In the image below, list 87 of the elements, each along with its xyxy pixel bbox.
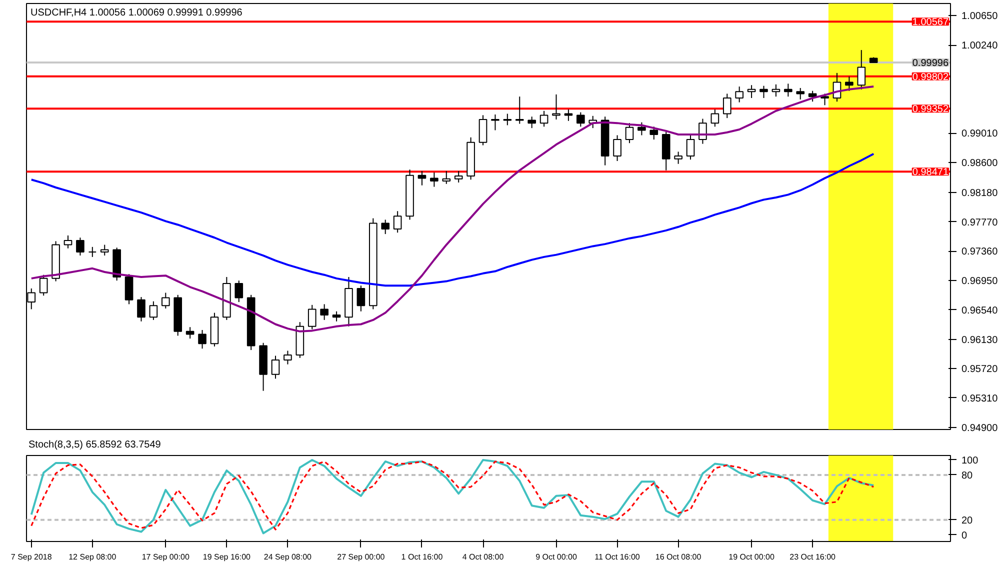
candlestick bbox=[76, 237, 84, 256]
ref-line-label: 1.00567 bbox=[912, 17, 949, 28]
candlestick bbox=[820, 93, 829, 106]
candlestick bbox=[478, 114, 488, 146]
candlestick bbox=[808, 90, 817, 102]
candlestick bbox=[845, 76, 854, 92]
candlestick bbox=[381, 219, 390, 235]
candlestick bbox=[284, 350, 292, 365]
candlestick bbox=[454, 170, 463, 183]
x-tick-label: 7 Sep 2018 bbox=[10, 552, 52, 562]
y-tick-label: 0.97360 bbox=[962, 246, 998, 258]
candlestick bbox=[430, 172, 438, 188]
candlestick bbox=[320, 304, 328, 320]
ref-line-label: 0.99352 bbox=[912, 104, 949, 116]
candlestick bbox=[784, 83, 792, 98]
candlestick bbox=[638, 122, 646, 136]
candlestick bbox=[735, 86, 744, 103]
candlestick bbox=[613, 134, 622, 162]
x-tick-label: 12 Sep 08:00 bbox=[68, 552, 117, 562]
candlestick bbox=[540, 110, 548, 128]
candlestick bbox=[747, 84, 756, 99]
candlestick bbox=[64, 234, 72, 249]
candlestick bbox=[186, 326, 194, 340]
candlestick bbox=[528, 116, 536, 129]
candlestick bbox=[710, 108, 720, 128]
x-tick-label: 23 Oct 16:00 bbox=[790, 552, 836, 562]
candlestick bbox=[674, 151, 682, 164]
candlestick bbox=[124, 274, 134, 305]
y-tick-label: 0.96950 bbox=[962, 276, 998, 288]
y-tick-label: 0.97770 bbox=[962, 217, 998, 228]
candlestick bbox=[650, 126, 658, 140]
line-series bbox=[30, 152, 875, 287]
candlestick bbox=[393, 210, 402, 234]
candlestick bbox=[515, 96, 524, 124]
y-tick-label: 0.96540 bbox=[962, 305, 998, 316]
candlestick bbox=[760, 85, 768, 99]
x-tick-label: 11 Oct 16:00 bbox=[594, 552, 640, 562]
y-tick-label: 1.00650 bbox=[962, 11, 998, 22]
y-tick-label: 100 bbox=[962, 455, 979, 466]
x-tick-label: 19 Sep 16:00 bbox=[202, 552, 252, 562]
candlestick bbox=[149, 300, 158, 320]
y-tick-label: 0 bbox=[962, 530, 968, 542]
y-tick-label: 20 bbox=[962, 515, 974, 526]
candlestick bbox=[442, 170, 451, 184]
y-tick-label: 0.95720 bbox=[962, 364, 998, 376]
candlestick bbox=[271, 355, 280, 380]
y-tick-label: 0.94900 bbox=[962, 422, 998, 434]
ref-line-label: 0.99802 bbox=[912, 72, 949, 83]
y-tick-label: 0.96130 bbox=[962, 334, 998, 346]
x-tick-label: 27 Sep 00:00 bbox=[337, 552, 386, 562]
candlestick bbox=[308, 304, 316, 330]
candlestick bbox=[88, 246, 97, 258]
chart-title: Stoch(8,3,5) 65.8592 63.7549 bbox=[28, 440, 162, 450]
candlestick bbox=[491, 114, 500, 131]
ref-line-label: 0.99996 bbox=[912, 58, 949, 69]
y-tick-label: 0.99010 bbox=[962, 128, 998, 140]
candlestick bbox=[857, 50, 866, 90]
candlestick bbox=[234, 280, 244, 303]
candlestick bbox=[332, 310, 341, 322]
x-tick-label: 19 Oct 00:00 bbox=[728, 552, 775, 562]
candlestick bbox=[198, 329, 206, 350]
chart-title: USDCHF,H4 1.00056 1.00069 0.99991 0.99996 bbox=[30, 8, 243, 18]
y-tick-label: 0.95310 bbox=[962, 393, 998, 404]
candlestick bbox=[722, 93, 732, 119]
y-tick-label: 1.00240 bbox=[962, 40, 998, 52]
candlestick bbox=[100, 244, 109, 256]
candlestick bbox=[161, 292, 170, 309]
candlestick bbox=[503, 113, 512, 126]
candlestick bbox=[796, 87, 805, 100]
x-tick-label: 17 Sep 00:00 bbox=[142, 552, 190, 562]
candlestick bbox=[418, 170, 426, 186]
x-tick-label: 24 Sep 08:00 bbox=[264, 552, 312, 562]
y-tick-label: 0.98180 bbox=[962, 188, 998, 200]
candlestick bbox=[686, 134, 695, 160]
x-tick-label: 4 Oct 08:00 bbox=[462, 552, 504, 562]
x-tick-label: 9 Oct 00:00 bbox=[536, 552, 578, 562]
candlestick bbox=[137, 296, 146, 322]
y-tick-label: 0.98600 bbox=[962, 158, 998, 169]
candlestick bbox=[576, 112, 585, 128]
candlestick bbox=[625, 122, 634, 144]
x-tick-label: 16 Oct 08:00 bbox=[655, 552, 702, 562]
candlestick bbox=[39, 274, 48, 296]
ref-line-label: 0.98471 bbox=[912, 167, 949, 178]
x-tick-label: 1 Oct 16:00 bbox=[401, 552, 444, 562]
candlestick bbox=[356, 285, 366, 312]
y-tick-label: 80 bbox=[962, 470, 974, 482]
candlestick bbox=[772, 84, 780, 98]
